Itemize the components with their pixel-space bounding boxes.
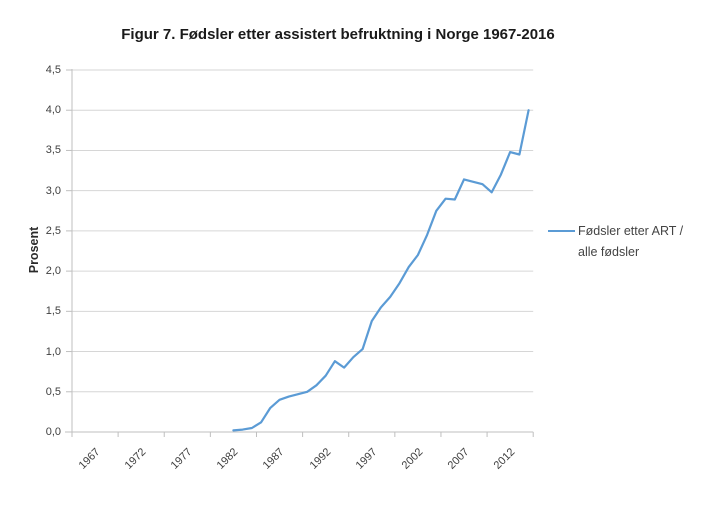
y-tick-label: 4,0 bbox=[45, 104, 61, 117]
y-tick-label: 0,0 bbox=[45, 426, 61, 438]
y-tick-label: 3,5 bbox=[45, 144, 61, 157]
y-tick-label: 4,5 bbox=[45, 64, 61, 76]
y-tick-label: 0,5 bbox=[45, 385, 61, 398]
series-line bbox=[232, 109, 530, 432]
legend-label-line2: alle fødsler bbox=[578, 244, 640, 259]
legend-label: Fødsler etter ART / alle fødsler bbox=[578, 221, 683, 262]
y-tick-label: 3,0 bbox=[45, 184, 61, 197]
y-tick-label: 2,5 bbox=[45, 224, 61, 237]
legend-line-marker bbox=[548, 230, 575, 232]
y-tick-label: 1,0 bbox=[45, 345, 61, 358]
legend-label-line1: Fødsler etter ART / bbox=[578, 224, 684, 238]
y-tick-label: 2,0 bbox=[45, 265, 61, 278]
y-tick-label: 1,5 bbox=[45, 305, 61, 318]
legend: Fødsler etter ART / alle fødsler bbox=[548, 221, 683, 262]
chart-title: Figur 7. Fødsler etter assistert befrukt… bbox=[121, 26, 555, 43]
